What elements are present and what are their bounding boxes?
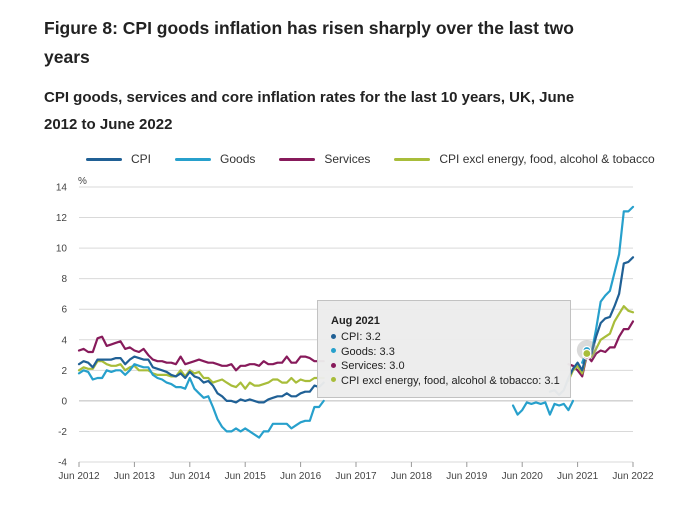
tooltip-row-goods: Goods: 3.3 [331, 345, 558, 360]
x-tick-label: Jun 2018 [391, 471, 433, 482]
x-tick-label: Jun 2020 [502, 471, 544, 482]
tooltip-label-core: CPI excl energy, food, alcohol & tobacco… [341, 374, 560, 387]
y-tick-label: 6 [61, 305, 67, 316]
y-tick-label: 4 [61, 335, 67, 346]
x-tick-label: Jun 2013 [114, 471, 156, 482]
y-axis-unit: % [78, 176, 87, 187]
legend-label-cpi: CPI [131, 152, 152, 166]
y-tick-label: -4 [58, 458, 67, 469]
tooltip-dot-goods [331, 348, 336, 354]
legend-swatch-core [394, 157, 431, 161]
series-line-services [567, 320, 635, 378]
tooltip-title: Aug 2021 [331, 315, 380, 327]
tooltip-dot-core [331, 377, 336, 383]
legend-label-core: CPI excl energy, food, alcohol & tobacco [439, 152, 655, 166]
legend-swatch-goods [175, 157, 212, 161]
tooltip-row-services: Services: 3.0 [331, 359, 558, 374]
tooltip-row-core: CPI excl energy, food, alcohol & tobacco… [331, 374, 560, 389]
figure-title: Figure 8: CPI goods inflation has risen … [44, 18, 574, 67]
legend-swatch-cpi [86, 157, 122, 161]
y-tick-label: 14 [56, 183, 68, 194]
x-tick-label: Jun 2016 [280, 471, 322, 482]
figure-subtitle: CPI goods, services and core inflation r… [44, 89, 575, 133]
hover-point-core [582, 348, 592, 359]
tooltip-label-goods: Goods: 3.3 [341, 345, 395, 358]
chart-tooltip: Aug 2021 CPI: 3.2 Goods: 3.3 Services: 3… [317, 300, 571, 398]
y-tick-label: 12 [56, 213, 68, 224]
legend-swatch-services [279, 157, 316, 161]
legend-item-cpi[interactable]: CPI [86, 152, 151, 166]
x-tick-label: Jun 2015 [225, 471, 267, 482]
tooltip-row-cpi: CPI: 3.2 [331, 330, 558, 345]
y-tick-label: 8 [61, 274, 67, 285]
tooltip-label-services: Services: 3.0 [341, 360, 405, 372]
tooltip-dot-services [331, 362, 336, 368]
series-line-cpi [77, 355, 325, 404]
x-tick-label: Jun 2012 [58, 471, 100, 482]
x-tick-label: Jun 2019 [446, 471, 488, 482]
y-tick-label: 10 [56, 244, 68, 255]
legend-item-core[interactable]: CPI excl energy, food, alcohol & tobacco [394, 152, 655, 166]
series-line-goods [77, 363, 325, 439]
x-tick-label: Jun 2014 [169, 471, 211, 482]
y-tick-label: 0 [61, 396, 67, 407]
series-line-goods [511, 399, 575, 416]
y-tick-label: 2 [61, 366, 67, 377]
chart-legend: CPI Goods Services CPI excl energy, food… [86, 150, 679, 168]
x-tick-label: Jun 2022 [612, 471, 654, 482]
legend-item-goods[interactable]: Goods [175, 152, 255, 166]
series-line-services [77, 335, 325, 372]
x-tick-label: Jun 2017 [335, 471, 377, 482]
x-tick-label: Jun 2021 [557, 471, 599, 482]
legend-item-services[interactable]: Services [279, 152, 370, 166]
legend-label-goods: Goods [220, 152, 256, 166]
legend-label-services: Services [324, 152, 371, 166]
series-line-core [567, 305, 635, 383]
tooltip-label-cpi: CPI: 3.2 [341, 331, 381, 343]
y-tick-label: -2 [58, 427, 67, 438]
tooltip-dot-cpi [331, 333, 336, 339]
series-line-core [77, 360, 325, 390]
